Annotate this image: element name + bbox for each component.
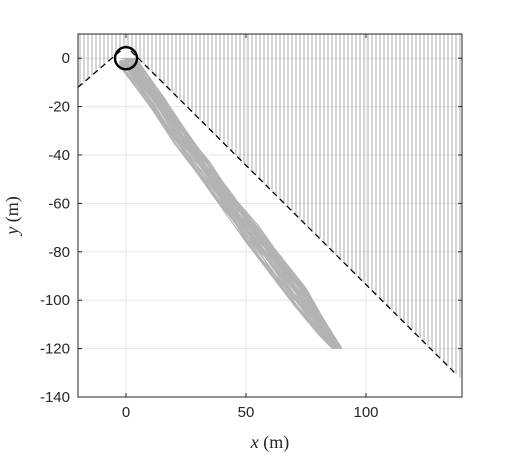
y-axis-label: y (m) (2, 196, 23, 237)
y-tick-label: -40 (48, 147, 70, 164)
y-tick-label: -20 (48, 99, 70, 116)
x-axis-label-unit: (m) (259, 432, 290, 453)
y-axis-ticks: 0 -20 -40 -60 -80 -100 -120 -140 (40, 50, 462, 406)
trajectory-line (129, 63, 339, 349)
trajectory-line (132, 62, 341, 349)
x-axis-ticks: 0 50 100 (122, 34, 379, 421)
x-axis-label: x (m) (250, 432, 290, 453)
trajectory-line (129, 63, 339, 349)
y-tick-label: -120 (40, 341, 70, 358)
x-axis-label-var: x (250, 432, 259, 452)
y-tick-label: -140 (40, 389, 70, 406)
hatched-region (79, 34, 461, 379)
trajectory-line (134, 61, 338, 349)
x-tick-label: 50 (238, 404, 255, 421)
axes-frame (77, 33, 463, 398)
start-marker (113, 46, 139, 71)
plot-area-background (78, 34, 462, 397)
x-tick-label: 0 (122, 404, 130, 421)
y-axis-label-var: y (2, 227, 22, 237)
trajectory-line (121, 67, 336, 349)
trajectory-line (120, 67, 333, 349)
y-tick-label: -80 (48, 244, 70, 261)
trajectory-start-line (118, 58, 134, 70)
y-tick-label: 0 (62, 50, 70, 67)
x-tick-label: 100 (353, 404, 378, 421)
trajectory-start-line (118, 57, 138, 63)
y-axis-label-unit: (m) (2, 196, 23, 227)
y-tick-label: -100 (40, 292, 70, 309)
y-tick-label: -60 (48, 195, 70, 212)
